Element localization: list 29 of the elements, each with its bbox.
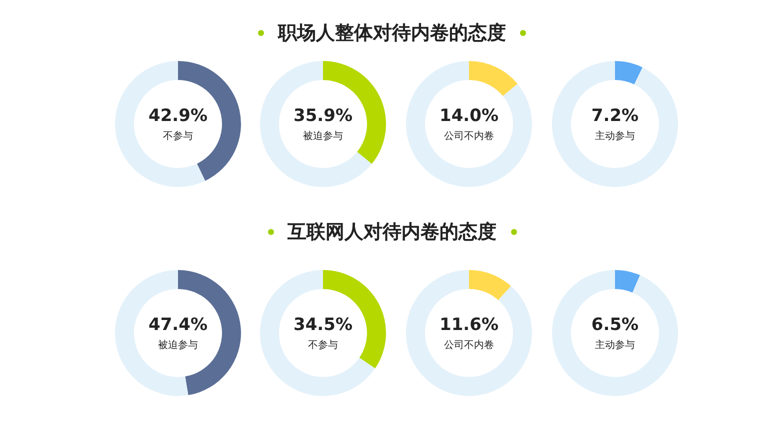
donut-slice: [406, 61, 532, 187]
text: 职场人整体对待内卷的态度: [278, 21, 506, 46]
slice-label: 公司不内卷: [444, 338, 494, 352]
data-label: 35.9%: [294, 106, 352, 126]
text: 互联网人对待内卷的态度: [288, 220, 496, 245]
data-label: 11.6%: [440, 314, 498, 334]
donut-slice: [552, 270, 678, 396]
slice-label: 不参与: [163, 130, 193, 142]
data-label: 7.2%: [591, 106, 639, 126]
donut-slice: [260, 61, 372, 187]
data-label: 42.9%: [148, 106, 208, 126]
donut-slice: [260, 270, 376, 396]
donut-slice: [115, 61, 206, 187]
data-label: 6.5%: [591, 314, 639, 334]
donut-slice: [615, 61, 643, 84]
slice-label: 主动参与: [595, 130, 635, 142]
donut-slice: [615, 270, 640, 293]
donut-slice: [406, 270, 532, 396]
slice-label: 被迫参与: [303, 130, 343, 142]
donut-slice: [552, 61, 678, 187]
slice-label: 公司不内卷: [444, 130, 494, 142]
donut-slice: [469, 61, 518, 96]
slice-label: 主动参与: [595, 338, 635, 352]
donut-slice: [469, 270, 511, 300]
data-label: 47.4%: [148, 314, 208, 334]
slice-label: 不参与: [308, 338, 338, 352]
slice-label: 被迫参与: [158, 338, 198, 352]
data-label: 14.0%: [440, 106, 498, 126]
data-label: 34.5%: [294, 314, 352, 334]
